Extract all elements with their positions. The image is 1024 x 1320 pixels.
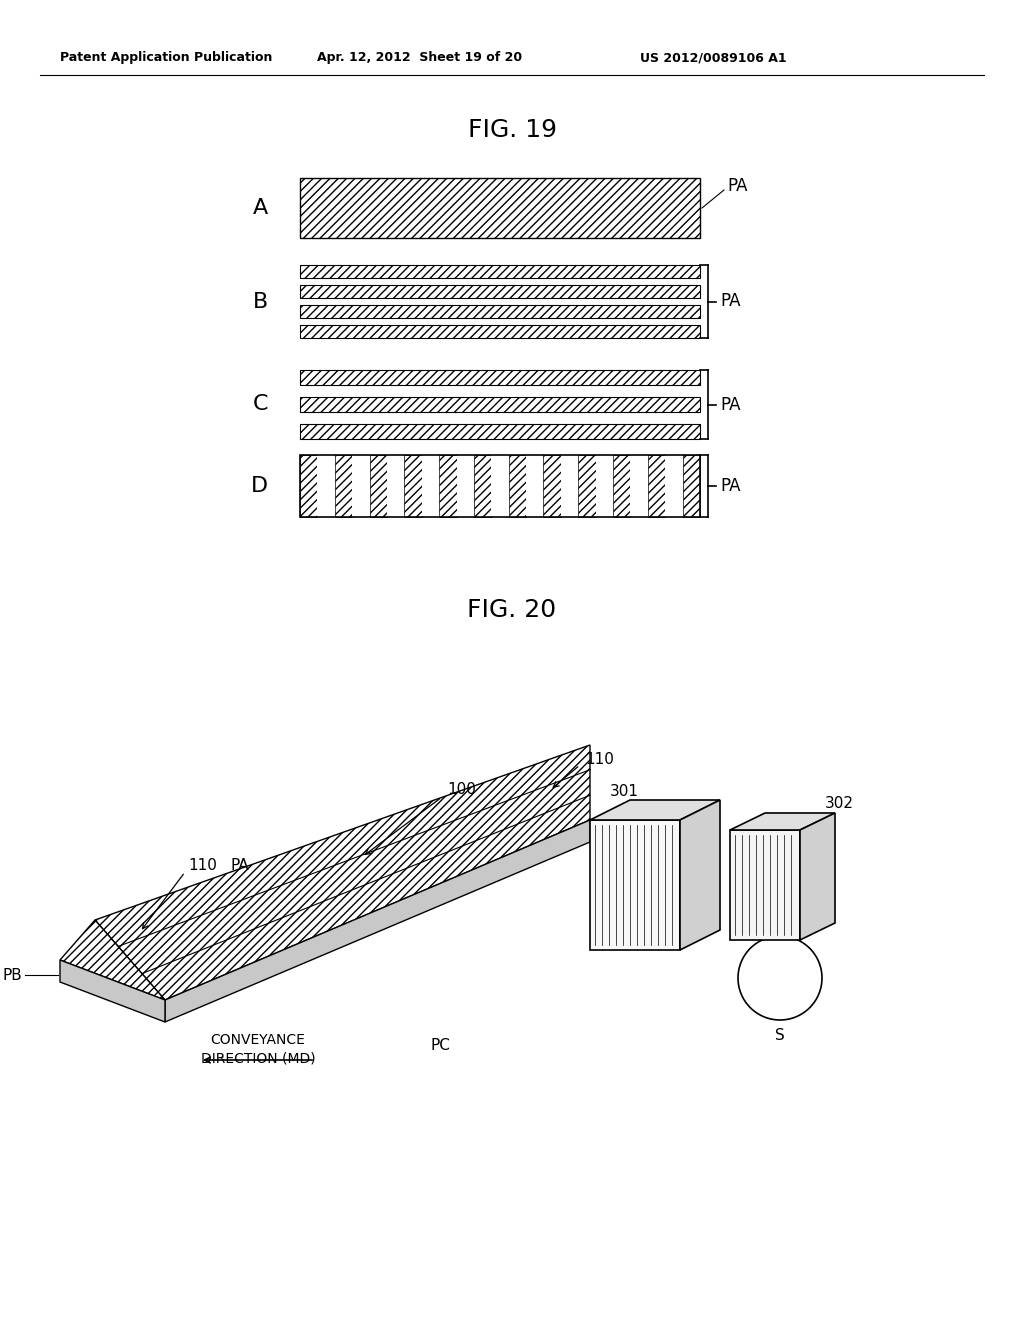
Polygon shape: [95, 744, 590, 1001]
Polygon shape: [60, 920, 165, 1001]
Text: PA: PA: [720, 477, 740, 495]
Polygon shape: [60, 960, 165, 1022]
Bar: [370, 455, 387, 517]
Bar: [387, 455, 404, 517]
Text: 302: 302: [825, 796, 854, 810]
Text: B: B: [253, 292, 268, 312]
Bar: [300, 397, 700, 412]
Bar: [509, 455, 526, 517]
Bar: [300, 424, 700, 440]
Bar: [404, 455, 422, 517]
Bar: [439, 455, 457, 517]
Polygon shape: [590, 820, 680, 950]
Bar: [631, 455, 648, 517]
Text: PA: PA: [230, 858, 249, 873]
Polygon shape: [800, 813, 835, 940]
Text: FIG. 20: FIG. 20: [467, 598, 557, 622]
Bar: [613, 455, 631, 517]
Text: CONVEYANCE: CONVEYANCE: [211, 1034, 305, 1047]
Text: 110: 110: [585, 752, 613, 767]
Text: PA: PA: [727, 177, 748, 195]
Text: Apr. 12, 2012  Sheet 19 of 20: Apr. 12, 2012 Sheet 19 of 20: [317, 51, 522, 65]
Bar: [648, 455, 666, 517]
Text: 301: 301: [610, 784, 639, 800]
Text: C: C: [253, 395, 268, 414]
Polygon shape: [680, 800, 720, 950]
Text: DIRECTION (MD): DIRECTION (MD): [201, 1051, 315, 1065]
Bar: [544, 455, 561, 517]
Bar: [300, 455, 700, 517]
Text: 110: 110: [188, 858, 217, 873]
Polygon shape: [730, 813, 835, 830]
Bar: [300, 285, 700, 298]
Text: PB: PB: [2, 968, 22, 982]
Bar: [457, 455, 474, 517]
Bar: [474, 455, 492, 517]
Text: Patent Application Publication: Patent Application Publication: [60, 51, 272, 65]
Bar: [300, 325, 700, 338]
Bar: [579, 455, 596, 517]
Text: US 2012/0089106 A1: US 2012/0089106 A1: [640, 51, 786, 65]
Bar: [422, 455, 439, 517]
Bar: [300, 455, 317, 517]
Bar: [561, 455, 579, 517]
Polygon shape: [590, 800, 720, 820]
Circle shape: [738, 936, 822, 1020]
Text: PA: PA: [720, 293, 740, 310]
Text: A: A: [253, 198, 268, 218]
Text: S: S: [775, 1027, 784, 1043]
Text: PA: PA: [720, 396, 740, 413]
Bar: [300, 370, 700, 385]
Bar: [683, 455, 700, 517]
Bar: [317, 455, 335, 517]
Polygon shape: [730, 830, 800, 940]
Text: FIG. 19: FIG. 19: [468, 117, 556, 143]
Polygon shape: [165, 820, 590, 1022]
Bar: [352, 455, 370, 517]
Bar: [335, 455, 352, 517]
Text: 100: 100: [447, 783, 476, 797]
Text: D: D: [251, 477, 268, 496]
Bar: [526, 455, 544, 517]
Bar: [492, 455, 509, 517]
Bar: [596, 455, 613, 517]
Bar: [666, 455, 683, 517]
Bar: [300, 305, 700, 318]
Bar: [300, 178, 700, 238]
Bar: [300, 265, 700, 279]
Text: PC: PC: [430, 1038, 450, 1052]
